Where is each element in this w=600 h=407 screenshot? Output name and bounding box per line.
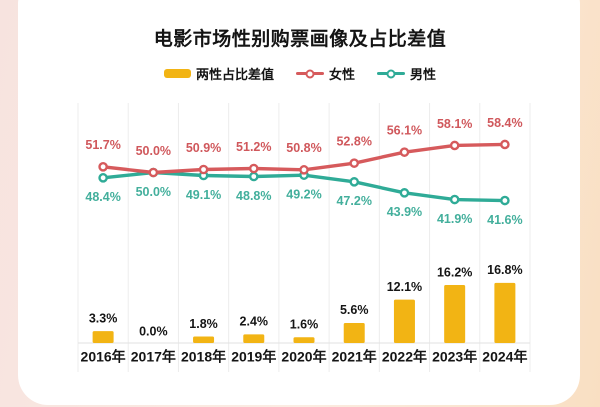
female-marker [198, 164, 209, 175]
male-marker [500, 195, 510, 206]
male-value-label: 41.9% [437, 212, 472, 226]
female-marker [349, 158, 360, 168]
chart-title: 电影市场性别购票画像及占比差值 [153, 29, 447, 50]
chart-legend: 两性占比差值 女性 男性 [0, 64, 600, 83]
male-value-label: 47.2% [336, 194, 371, 208]
male-marker [248, 171, 259, 182]
male-value-label: 43.9% [387, 205, 422, 219]
diff-bar [243, 334, 265, 343]
male-value-label: 49.2% [286, 187, 321, 201]
female-marker [449, 140, 460, 151]
male-value-label: 48.8% [236, 189, 271, 203]
x-axis-label: 2024年 [482, 349, 527, 365]
x-axis-label: 2018年 [181, 349, 226, 365]
female-marker [500, 139, 510, 150]
legend-item-diff: 两性占比差值 [163, 64, 274, 83]
female-marker [299, 165, 309, 175]
female-marker [248, 163, 259, 174]
diff-bar-label: 0.0% [139, 324, 168, 338]
diff-bar [92, 331, 114, 343]
female-value-label: 51.2% [236, 140, 271, 154]
x-axis-label: 2022年 [382, 349, 427, 365]
diff-bar [444, 285, 466, 343]
female-marker [148, 167, 159, 178]
female-value-label: 56.1% [387, 123, 422, 137]
female-value-label: 58.1% [437, 117, 472, 131]
x-axis-label: 2023年 [432, 349, 477, 365]
female-value-label: 50.0% [136, 144, 171, 158]
legend-item-female: 女性 [295, 64, 355, 83]
female-marker [399, 147, 410, 157]
female-value-label: 50.9% [186, 141, 221, 155]
diff-bar [393, 299, 415, 343]
diff-bar [494, 282, 516, 343]
x-axis-label: 2016年 [81, 349, 126, 365]
male-marker [449, 194, 460, 205]
legend-label-diff: 两性占比差值 [195, 67, 274, 82]
diff-bar-label: 3.3% [89, 311, 118, 325]
diff-bar-label: 16.8% [487, 263, 522, 277]
male-value-label: 49.1% [186, 188, 221, 202]
male-marker [349, 177, 360, 187]
male-value-label: 41.6% [487, 213, 522, 227]
male-value-label: 48.4% [85, 190, 120, 204]
female-marker [98, 162, 108, 172]
x-axis-label: 2020年 [281, 349, 326, 365]
male-value-label: 50.0% [136, 185, 171, 199]
diff-bar-label: 1.6% [290, 318, 319, 332]
male-marker [399, 188, 410, 198]
diff-bar-label: 5.6% [340, 303, 369, 317]
diff-bar-label: 2.4% [240, 315, 269, 329]
diff-bar-label: 16.2% [437, 265, 472, 279]
x-axis-label: 2019年 [231, 349, 276, 365]
female-value-label: 50.8% [286, 141, 321, 155]
diff-bar [343, 322, 365, 343]
bar-swatch-icon [163, 69, 191, 78]
line-swatch-icon [377, 68, 405, 79]
line-swatch-icon [295, 68, 324, 79]
legend-label-male: 男性 [410, 67, 437, 82]
x-axis-label: 2017年 [131, 349, 176, 365]
diff-bar [193, 336, 215, 343]
female-value-label: 51.7% [85, 138, 120, 152]
male-marker [98, 173, 108, 183]
legend-item-male: 男性 [377, 64, 436, 83]
female-value-label: 58.4% [487, 116, 522, 130]
diff-bar [293, 337, 315, 343]
x-axis-label: 2021年 [332, 349, 377, 365]
diff-bar-label: 12.1% [387, 280, 422, 294]
diff-bar-label: 1.8% [189, 317, 218, 331]
female-value-label: 52.8% [336, 134, 371, 148]
legend-label-female: 女性 [328, 67, 355, 82]
